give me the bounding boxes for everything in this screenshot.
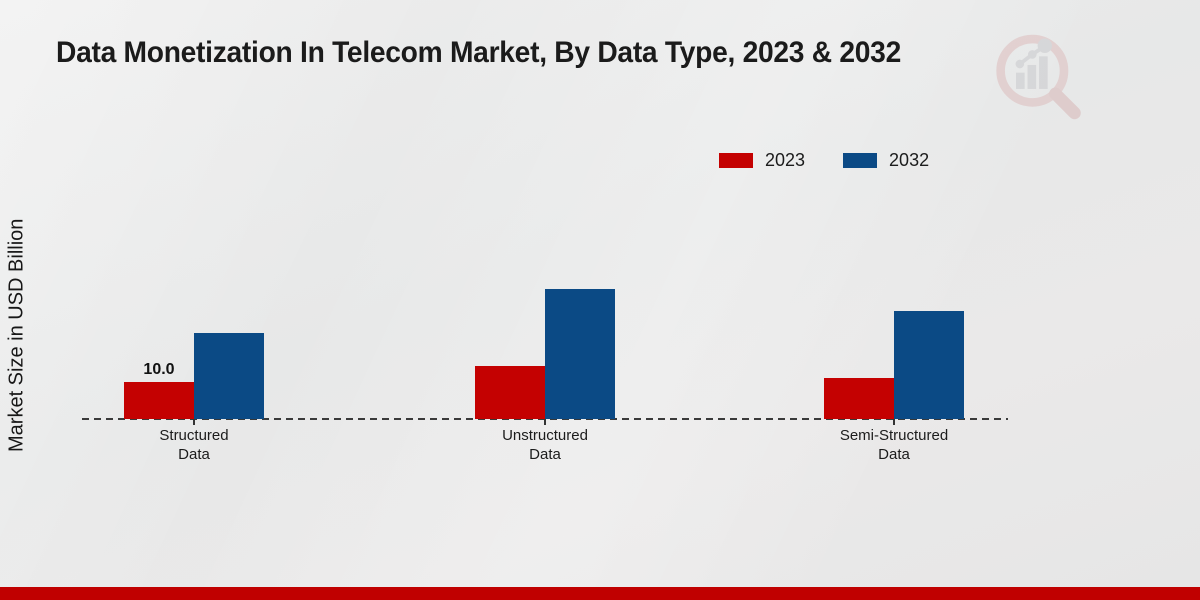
bar-2032-structured-data	[194, 333, 264, 419]
bar-value-label: 10.0	[143, 361, 175, 378]
legend: 2023 2032	[719, 150, 953, 171]
legend-label-2032: 2032	[889, 150, 930, 170]
category-label-structured-data: Structured Data	[159, 427, 229, 463]
category-label-semi-structured-data: Semi-Structured Data	[839, 427, 949, 463]
footer-strip	[0, 587, 1200, 600]
bar-2032-semi-structured-data	[894, 310, 964, 419]
legend-swatch-2032	[843, 153, 878, 168]
x-tick	[544, 419, 546, 425]
legend-item-2023: 2023	[719, 150, 805, 171]
chart-title: Data Monetization In Telecom Market, By …	[56, 36, 901, 69]
bar-2023-structured-data	[124, 382, 194, 419]
legend-swatch-2023	[719, 153, 753, 168]
category-label-unstructured-data: Unstructured Data	[502, 427, 588, 463]
x-tick	[893, 419, 895, 425]
bar-2023-semi-structured-data	[824, 377, 894, 419]
bar-2023-unstructured-data	[475, 366, 545, 419]
bar-2032-unstructured-data	[545, 289, 615, 419]
legend-item-2032: 2032	[843, 150, 929, 171]
legend-label-2023: 2023	[765, 150, 806, 170]
y-axis-label: Market Size in USD Billion	[5, 218, 28, 452]
magnifier-bar-chart-logo-icon	[996, 34, 1081, 120]
x-tick	[193, 419, 195, 425]
